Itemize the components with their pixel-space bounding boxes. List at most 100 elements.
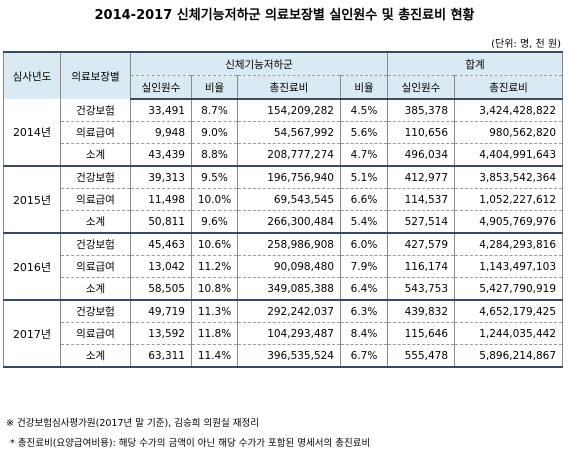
type-cell: 소계 [60,143,131,167]
cost-ratio-cell: 6.7% [340,344,388,368]
header-count: 실인원수 [130,75,192,100]
type-cell: 소계 [60,277,131,301]
total-cost-cell: 1,052,227,612 [453,188,564,211]
total-count-cell: 439,832 [387,300,455,323]
total-cost-cell: 980,562,820 [453,121,564,144]
header-total-cost: 총진료비 [453,75,564,100]
table-row: 2014년 건강보험 33,491 8.7% 154,209,282 4.5% 385,37… [3,99,564,167]
total-count-cell: 114,537 [387,188,455,211]
cost-cell: 266,300,484 [237,210,341,234]
total-cost-cell: 3,853,542,364 [453,166,564,189]
type-cell: 건강보험 [60,166,131,189]
cost-ratio-cell: 4.7% [340,143,388,167]
cost-cell: 69,543,545 [237,188,341,211]
total-count-cell: 555,478 [387,344,455,368]
count-cell: 58,505 [130,277,192,301]
count-cell: 33,491 [130,99,192,122]
total-cost-cell: 5,896,214,867 [453,344,564,368]
cost-cell: 90,098,480 [237,255,341,278]
total-count-cell: 110,656 [387,121,455,144]
count-cell: 43,439 [130,143,192,167]
header-cost-ratio: 비율 [340,75,388,100]
type-cell: 의료급여 [60,255,131,278]
table-row: 의료급여 9,948 9.0% 54,567,992 5.6% 110,656 980,56… [4,121,564,144]
table-row: 의료급여 11,498 10.0% 69,543,545 6.6% 114,537 1,05… [4,188,564,211]
header-type: 의료보장별 [60,51,131,99]
cost-cell: 349,085,388 [237,277,341,301]
cost-ratio-cell: 5.4% [340,210,388,234]
count-cell: 11,498 [130,188,192,211]
cost-ratio-cell: 6.4% [340,277,388,301]
total-count-cell: 412,977 [387,166,455,189]
count-cell: 39,313 [130,166,192,189]
cost-ratio-cell: 4.5% [340,99,388,122]
total-count-cell: 496,034 [387,143,455,167]
count-ratio-cell: 11.8% [191,322,238,345]
header-cost: 총진료비 [237,75,341,100]
count-ratio-cell: 8.7% [191,99,238,122]
total-cost-cell: 4,905,769,976 [453,210,564,234]
cost-ratio-cell: 5.1% [340,166,388,189]
cost-cell: 196,756,940 [237,166,341,189]
table-body: 2014년 건강보험 33,491 8.7% 154,209,282 4.5% 385,37… [3,99,564,368]
total-count-cell: 115,646 [387,322,455,345]
total-cost-cell: 1,244,035,442 [453,322,564,345]
cost-cell: 104,293,487 [237,322,341,345]
type-cell: 건강보험 [60,300,131,323]
cost-ratio-cell: 8.4% [340,322,388,345]
type-cell: 소계 [60,210,131,234]
cost-ratio-cell: 6.6% [340,188,388,211]
cost-cell: 292,242,037 [237,300,341,323]
year-cell: 2017년 [3,300,61,368]
table-row: 2015년 건강보험 39,313 9.5% 196,756,940 5.1% 412,97… [3,166,564,234]
count-ratio-cell: 11.3% [191,300,238,323]
page-title: 2014-2017 신체기능저하군 의료보장별 실인원수 및 총진료비 현황 [94,8,475,23]
count-ratio-cell: 11.4% [191,344,238,368]
total-count-cell: 116,174 [387,255,455,278]
footnote-source: ※ 건강보험심사평가원(2017년 말 기준), 김승희 의원실 재정리 [6,418,259,429]
count-ratio-cell: 10.8% [191,277,238,301]
table-row: 의료급여 13,042 11.2% 90,098,480 7.9% 116,174 1,14… [4,255,564,278]
total-cost-cell: 4,652,179,425 [453,300,564,323]
cost-cell: 208,777,274 [237,143,341,167]
type-cell: 의료급여 [60,188,131,211]
header-group-physical: 신체기능저하군 [130,51,388,76]
count-cell: 49,719 [130,300,192,323]
cost-cell: 258,986,908 [237,233,341,256]
type-cell: 소계 [60,344,131,368]
year-cell: 2016년 [3,233,61,301]
table-row: 2017년 건강보험 49,719 11.3% 292,242,037 6.3% 439,8… [3,300,564,368]
count-ratio-cell: 11.2% [191,255,238,278]
type-cell: 의료급여 [60,322,131,345]
count-ratio-cell: 9.5% [191,166,238,189]
count-cell: 45,463 [130,233,192,256]
table-row: 소계 50,811 9.6% 266,300,484 5.4% 527,514 4,905,… [4,210,564,234]
header-group-total: 합계 [386,51,564,76]
count-ratio-cell: 9.0% [191,121,238,144]
type-cell: 의료급여 [60,121,131,144]
count-cell: 9,948 [130,121,192,144]
type-cell: 건강보험 [60,233,131,256]
total-cost-cell: 4,404,991,643 [453,143,564,167]
count-cell: 50,811 [130,210,192,234]
cost-ratio-cell: 7.9% [340,255,388,278]
header-count-ratio: 비율 [191,75,238,100]
header-period: 심사년도 [3,51,61,99]
cost-cell: 154,209,282 [237,99,341,122]
total-count-cell: 527,514 [387,210,455,234]
cost-cell: 396,535,524 [237,344,341,368]
footnotes: ※ 건강보험심사평가원(2017년 말 기준), 김승희 의원실 재정리 * 총… [6,414,370,454]
table-row: 소계 63,311 11.4% 396,535,524 6.7% 555,478 5,896… [4,344,564,368]
total-count-cell: 385,378 [387,99,455,122]
table-row: 소계 58,505 10.8% 349,085,388 6.4% 543,753 5,427… [4,277,564,301]
total-cost-cell: 4,284,293,816 [453,233,564,256]
table-row: 2016년 건강보험 45,463 10.6% 258,986,908 6.0% 427,5… [3,233,564,301]
total-cost-cell: 1,143,497,103 [453,255,564,278]
total-count-cell: 427,579 [387,233,455,256]
footnote-definition: * 총진료비(요양급여비용): 해당 수가의 금액이 아닌 해당 수가가 포함된… [10,438,371,449]
header-total-count: 실인원수 [387,75,455,100]
total-cost-cell: 5,427,790,919 [453,277,564,301]
unit-label: (단위: 명, 천 원) [491,39,561,50]
table-row: 소계 43,439 8.8% 208,777,274 4.7% 496,034 4,404,… [4,143,564,167]
count-ratio-cell: 10.6% [191,233,238,256]
